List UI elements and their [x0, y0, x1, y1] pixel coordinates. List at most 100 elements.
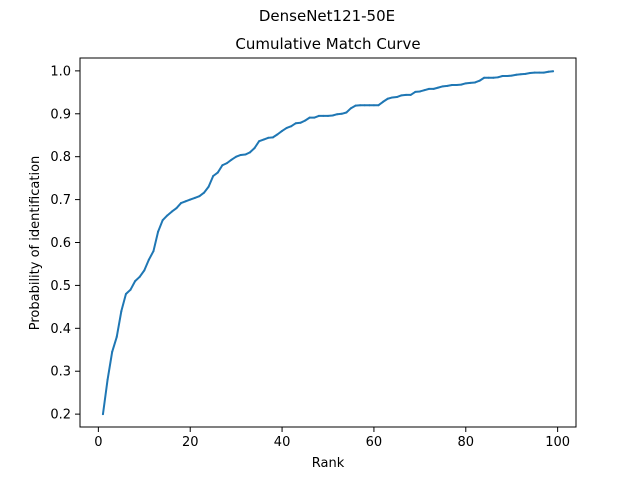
data-point — [262, 138, 265, 141]
y-tick-label: 0.9 — [50, 107, 71, 122]
data-point — [294, 122, 297, 125]
data-point — [216, 171, 219, 174]
data-point — [106, 378, 109, 381]
data-point — [510, 74, 513, 77]
y-tick-label: 1.0 — [50, 64, 71, 79]
data-point — [276, 133, 279, 136]
x-tick-label: 60 — [366, 435, 383, 450]
data-point — [382, 100, 385, 103]
y-tick-label: 0.6 — [50, 236, 71, 251]
data-point — [193, 196, 196, 199]
data-point — [414, 90, 417, 93]
data-point — [340, 112, 343, 115]
data-point — [409, 93, 412, 96]
data-point — [285, 126, 288, 129]
data-point — [304, 119, 307, 122]
data-point — [496, 76, 499, 79]
y-tick-label: 0.3 — [50, 365, 71, 380]
data-point — [483, 76, 486, 79]
x-tick-label: 80 — [458, 435, 475, 450]
data-point — [552, 70, 555, 73]
data-point — [524, 72, 527, 75]
data-point — [207, 185, 210, 188]
data-point — [111, 350, 114, 353]
data-point — [253, 147, 256, 150]
data-point — [395, 96, 398, 99]
data-point — [180, 202, 183, 205]
plot-area: 0 20 40 60 80 100 0.2 0.3 0.4 0.5 0.6 0.7 0.8 0.9 1.0 — [50, 57, 577, 450]
data-point — [405, 93, 408, 96]
data-point — [239, 153, 242, 156]
data-point — [538, 71, 541, 74]
data-point — [248, 151, 251, 154]
data-point — [124, 292, 127, 295]
data-point — [147, 258, 150, 261]
data-point — [372, 104, 375, 107]
figure-suptitle: DenseNet121-50E — [259, 7, 395, 25]
data-point — [120, 310, 123, 313]
data-point — [377, 104, 380, 107]
data-point — [212, 174, 215, 177]
y-axis-label: Probability of identification — [28, 156, 43, 331]
data-point — [271, 136, 274, 139]
data-point — [161, 219, 164, 222]
data-point — [441, 85, 444, 88]
data-point — [221, 164, 224, 167]
data-point — [451, 84, 453, 87]
y-axis-ticks: 0.2 0.3 0.4 0.5 0.6 0.7 0.8 0.9 1.0 — [50, 64, 80, 423]
x-tick-label: 0 — [94, 435, 102, 450]
data-point — [322, 114, 325, 117]
data-point — [225, 162, 228, 165]
data-point — [235, 155, 238, 158]
data-point — [138, 275, 141, 278]
data-point — [437, 86, 440, 89]
data-point — [487, 76, 490, 79]
data-point — [354, 104, 357, 107]
data-point — [515, 73, 518, 76]
data-point — [281, 129, 284, 132]
data-point — [267, 136, 270, 139]
data-point — [203, 191, 205, 194]
cmc-series-line — [101, 70, 555, 416]
data-point — [519, 73, 522, 76]
data-point — [547, 70, 550, 73]
data-point — [446, 84, 449, 87]
y-tick-label: 0.8 — [50, 150, 71, 165]
data-point — [258, 140, 261, 143]
data-point — [533, 71, 536, 74]
data-point — [336, 113, 339, 116]
data-point — [400, 94, 403, 97]
data-point — [290, 125, 293, 128]
data-point — [542, 71, 545, 74]
chart-title: Cumulative Match Curve — [235, 35, 420, 53]
data-point — [157, 230, 160, 233]
x-tick-label: 40 — [274, 435, 291, 450]
data-point — [345, 111, 348, 114]
data-point — [501, 75, 504, 78]
data-point — [428, 87, 431, 90]
y-tick-label: 0.4 — [50, 322, 71, 337]
data-point — [386, 97, 389, 100]
data-point — [317, 114, 320, 117]
x-axis-label: Rank — [312, 456, 345, 471]
data-point — [492, 76, 495, 79]
data-point — [363, 104, 366, 107]
data-point — [230, 158, 233, 161]
data-point — [308, 116, 311, 119]
data-point — [464, 82, 467, 85]
data-point — [455, 84, 458, 87]
plot-frame — [79, 57, 577, 428]
data-point — [198, 195, 201, 198]
data-point — [143, 269, 146, 272]
data-point — [368, 104, 371, 107]
data-point — [469, 81, 472, 84]
data-point — [129, 288, 132, 291]
data-point — [115, 335, 118, 338]
data-point — [189, 198, 192, 201]
data-point — [166, 214, 169, 217]
data-point — [473, 81, 476, 84]
cmc-series-points — [101, 70, 555, 416]
data-point — [134, 280, 137, 283]
x-tick-label: 100 — [545, 435, 570, 450]
